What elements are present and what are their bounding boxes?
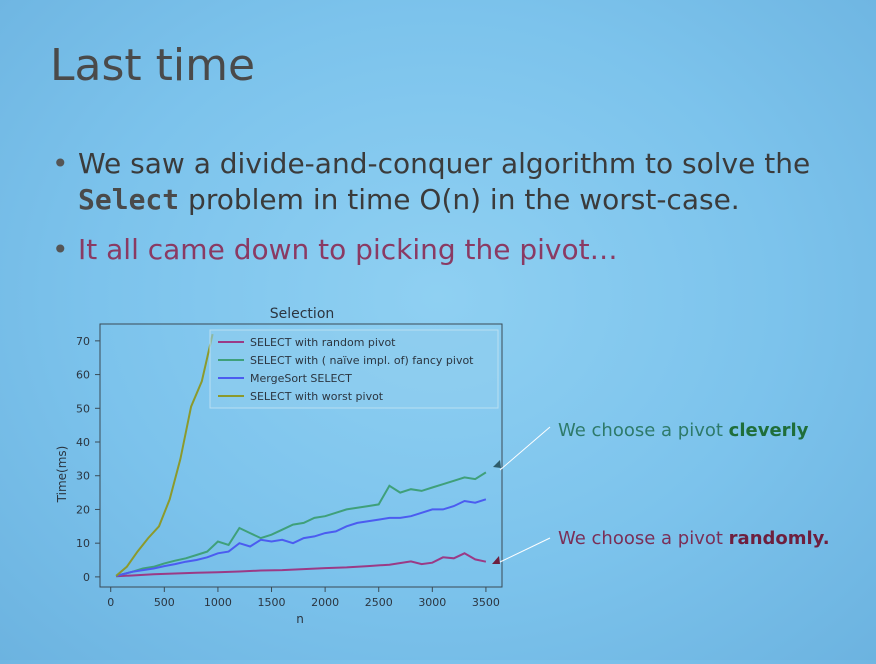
y-tick-label: 60 — [76, 369, 90, 382]
series-lines — [115, 333, 487, 578]
chart-title: Selection — [270, 306, 335, 322]
axes: 0 500 1000 1500 2000 2500 3000 3500 0 10 20 30 40 50 6… — [76, 335, 500, 609]
y-axis-label: Time(ms) — [55, 446, 69, 504]
x-tick-label: 1000 — [204, 596, 232, 609]
arrow-random-head — [492, 556, 500, 564]
x-tick-label: 0 — [107, 596, 114, 609]
bullet-1-part2: problem in time O(n) in the worst-case. — [179, 183, 740, 216]
legend-entry: SELECT with worst pivot — [250, 390, 384, 403]
arrow-random-line — [499, 537, 551, 563]
y-tick-label: 70 — [76, 335, 90, 348]
series-line-1 — [116, 552, 487, 578]
legend-box — [209, 329, 499, 409]
annotation-randomly-bold: randomly. — [728, 528, 830, 549]
annotation-cleverly-bold: cleverly — [728, 420, 809, 441]
slide-title: Last time — [50, 40, 256, 91]
x-tick-label: 3500 — [472, 596, 500, 609]
annotation-randomly-prefix: We choose a pivot — [558, 528, 729, 549]
series-line-4 — [115, 333, 214, 577]
x-axis-label: n — [296, 612, 304, 626]
selection-chart: Selection 0 500 1000 1500 2000 2500 3000 3500 0 1… — [55, 306, 551, 626]
legend: SELECT with random pivot SELECT with ( na… — [209, 329, 499, 409]
bullet-1-part1: We saw a divide-and-conquer algorithm to… — [78, 147, 811, 180]
y-tick-label: 0 — [83, 571, 90, 584]
bullet-2-text: It all came down to picking the pivot… — [78, 233, 618, 266]
arrow-clever-line — [499, 426, 551, 471]
bullet-dot: • — [52, 147, 69, 180]
plot-frame — [99, 323, 503, 588]
x-tick-label: 2000 — [311, 596, 339, 609]
select-code: Select — [78, 183, 180, 216]
arrow-clever-head — [493, 460, 501, 468]
legend-entry: SELECT with random pivot — [250, 336, 396, 349]
y-tick-label: 50 — [76, 402, 90, 415]
y-tick-label: 10 — [76, 537, 90, 550]
y-tick-label: 30 — [76, 470, 90, 483]
y-tick-label: 20 — [76, 503, 90, 516]
x-tick-label: 2500 — [365, 596, 393, 609]
series-line-3 — [115, 498, 487, 577]
bullet-dot: • — [52, 233, 69, 266]
annotation-randomly: We choose a pivot randomly. — [558, 528, 830, 549]
x-tick-label: 500 — [154, 596, 175, 609]
x-tick-label: 3000 — [418, 596, 446, 609]
chart-area: Selection 0 500 1000 1500 2000 2500 3000 3500 0 1… — [0, 290, 876, 660]
legend-entry: SELECT with ( naïve impl. of) fancy pivo… — [250, 354, 474, 367]
annotation-cleverly: We choose a pivot cleverly — [558, 420, 808, 441]
series-line-2 — [115, 471, 487, 577]
legend-entry: MergeSort SELECT — [250, 372, 352, 385]
bullet-1-text: We saw a divide-and-conquer algorithm to… — [78, 146, 868, 218]
y-tick-label: 40 — [76, 436, 90, 449]
annotation-cleverly-prefix: We choose a pivot — [558, 420, 729, 441]
x-tick-label: 1500 — [258, 596, 286, 609]
